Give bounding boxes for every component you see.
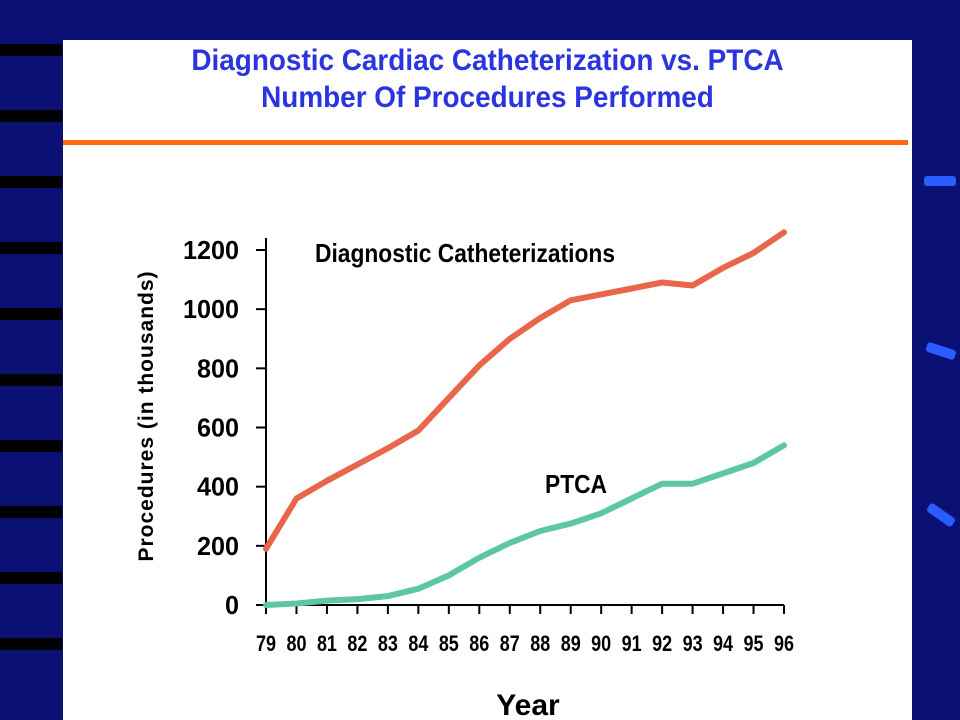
background-stripe bbox=[0, 242, 62, 254]
series-labels: Diagnostic Catheterizations PTCA bbox=[315, 238, 615, 499]
background-stripe bbox=[0, 572, 62, 584]
chart-axes bbox=[256, 238, 785, 614]
x-tick-label: 85 bbox=[439, 631, 459, 656]
series-lines bbox=[263, 229, 787, 608]
y-tick-label: 600 bbox=[197, 413, 239, 443]
background-stripe bbox=[0, 638, 62, 650]
y-tick-label: 800 bbox=[197, 353, 239, 383]
x-tick-label: 80 bbox=[286, 631, 306, 656]
x-tick-label: 94 bbox=[713, 631, 734, 656]
series-label-diagnostic-catheterizations: Diagnostic Catheterizations bbox=[315, 238, 615, 268]
title-line-1: Diagnostic Cardiac Catheterization vs. P… bbox=[191, 44, 784, 77]
x-tick-label: 93 bbox=[683, 631, 703, 656]
background-stripe bbox=[0, 440, 62, 452]
background-stripe bbox=[0, 308, 62, 320]
x-tick-label: 91 bbox=[622, 631, 642, 656]
series-line-diagnostic-catheterizations bbox=[263, 229, 787, 552]
chart-title: Diagnostic Cardiac Catheterization vs. P… bbox=[93, 42, 883, 116]
x-tick-label: 79 bbox=[256, 631, 276, 656]
slide-panel: Diagnostic Cardiac Catheterization vs. P… bbox=[63, 40, 912, 720]
decorative-dash bbox=[925, 502, 957, 528]
y-tick-label: 0 bbox=[225, 590, 239, 620]
x-tick-label: 89 bbox=[561, 631, 581, 656]
y-tick-label: 1200 bbox=[183, 235, 239, 265]
x-tick-label: 88 bbox=[530, 631, 550, 656]
x-tick-label: 87 bbox=[500, 631, 520, 656]
x-tick-label: 90 bbox=[591, 631, 611, 656]
x-tick-label: 82 bbox=[347, 631, 367, 656]
y-tick-label: 200 bbox=[197, 531, 239, 561]
tick-labels: 0 200 400 600 800 1000 1200 79 80 81 82 83 84 85 86 87 8… bbox=[135, 235, 794, 720]
series-label-ptca: PTCA bbox=[545, 469, 607, 499]
y-tick-label: 1000 bbox=[183, 294, 239, 324]
title-rule bbox=[63, 140, 908, 145]
background-stripe bbox=[0, 176, 62, 188]
decorative-dash bbox=[925, 341, 957, 361]
line-chart: 0 200 400 600 800 1000 1200 79 80 81 82 83 84 85 86 87 8… bbox=[135, 229, 794, 720]
series-line-ptca bbox=[263, 442, 787, 608]
x-tick-label: 83 bbox=[378, 631, 398, 656]
background-stripe bbox=[0, 506, 62, 518]
background-stripe bbox=[0, 374, 62, 386]
y-tick-label: 400 bbox=[197, 472, 239, 502]
x-tick-label: 92 bbox=[652, 631, 672, 656]
x-tick-label: 96 bbox=[774, 631, 794, 656]
title-line-2: Number Of Procedures Performed bbox=[261, 81, 714, 114]
x-tick-label: 81 bbox=[317, 631, 337, 656]
background-stripe bbox=[0, 110, 62, 122]
background-stripe bbox=[0, 44, 62, 56]
decorative-dash bbox=[924, 176, 956, 186]
y-axis-label: Procedures (in thousands) bbox=[135, 270, 158, 561]
x-tick-label: 84 bbox=[408, 631, 429, 656]
x-tick-label: 86 bbox=[469, 631, 489, 656]
x-axis-label: Year bbox=[496, 689, 560, 720]
x-tick-label: 95 bbox=[744, 631, 764, 656]
